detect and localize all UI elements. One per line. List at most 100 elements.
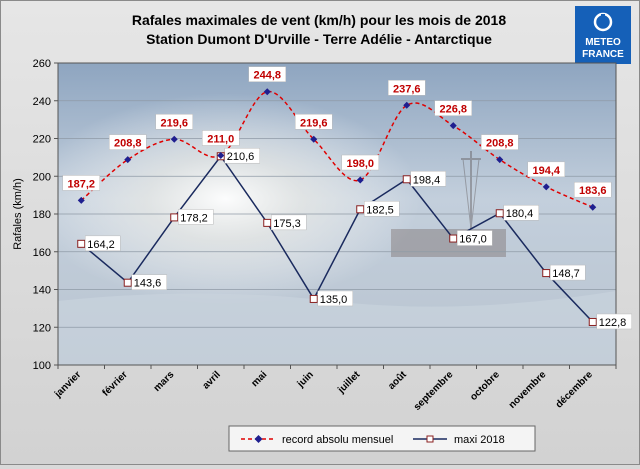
y-tick-label: 100: [33, 360, 51, 372]
record-point: [77, 196, 85, 204]
record-data-label: 226,8: [439, 104, 467, 116]
y-tick-label: 240: [33, 96, 51, 108]
record-point: [124, 156, 132, 164]
maxi-point: [77, 239, 86, 248]
record-point: [589, 203, 597, 211]
x-tick-label: février: [100, 369, 129, 398]
maxi-point: [449, 234, 458, 243]
record-data-label: 194,4: [532, 165, 560, 177]
maxi-label-bg: [503, 204, 539, 221]
record-label-bg: [574, 181, 612, 198]
maxi-data-label: 210,6: [227, 151, 255, 163]
record-point: [356, 176, 364, 184]
record-label-bg: [341, 154, 379, 171]
x-tick-label: avril: [201, 369, 223, 391]
record-data-label: 219,6: [160, 117, 188, 129]
maxi-data-label: 143,6: [134, 278, 162, 290]
record-point: [496, 156, 504, 164]
maxi-data-label: 167,0: [459, 234, 487, 246]
record-label-bg: [434, 100, 472, 116]
x-tick-label: novembre: [507, 369, 549, 411]
maxi-label-bg: [131, 274, 167, 290]
maxi-label-bg: [410, 171, 446, 187]
record-data-label: 244,8: [253, 70, 281, 82]
record-data-label: 208,8: [114, 138, 142, 150]
legend-record-label: record absolu mensuel: [282, 434, 393, 446]
maxi-label-bg: [85, 235, 121, 252]
y-axis-label: Rafales (km/h): [12, 178, 24, 250]
maxi-label-bg: [178, 209, 214, 225]
station-mast-brace-right: [470, 158, 480, 230]
x-tick-label: décembre: [554, 369, 595, 410]
x-tick-label: août: [386, 369, 409, 392]
record-label-bg: [248, 66, 286, 82]
record-label-bg: [202, 130, 240, 146]
series-maxi-line: [80, 154, 594, 323]
chart-subtitle: Station Dumont D'Urville - Terre Adélie …: [146, 31, 492, 47]
maxi-data-label: 122,8: [599, 317, 627, 329]
record-data-label: 219,6: [300, 117, 328, 129]
x-tick-label: juillet: [335, 369, 362, 396]
maxi-label-bg: [317, 290, 353, 307]
y-tick-label: 200: [33, 171, 51, 183]
record-label-bg: [527, 161, 565, 178]
maxi-point: [542, 269, 551, 278]
record-data-label: 183,6: [579, 185, 607, 197]
legend-record-marker: [254, 435, 263, 443]
record-point: [263, 88, 271, 96]
record-label-bg: [62, 175, 100, 191]
record-point: [542, 183, 550, 191]
legend-maxi-label: maxi 2018: [454, 434, 505, 446]
maxi-point: [170, 213, 179, 222]
record-point: [449, 122, 457, 130]
maxi-point: [263, 218, 272, 227]
maxi-label-bg: [364, 201, 400, 217]
station-mast-brace-left: [462, 158, 472, 230]
record-label-bg: [109, 134, 147, 150]
maxi-point: [495, 209, 504, 218]
x-tick-label: janvier: [52, 369, 83, 400]
maxi-point: [123, 278, 132, 287]
legend-maxi-marker: [426, 435, 434, 443]
logo-emblem-gap: [601, 14, 605, 22]
record-label-bg: [295, 114, 333, 130]
y-axis-ticks: 100 120 140 160 180 200 220 240 260: [33, 58, 58, 372]
record-point: [217, 151, 225, 159]
maxi-data-label: 182,5: [366, 204, 394, 216]
maxi-point: [588, 317, 597, 326]
maxi-label-bg: [224, 147, 260, 164]
record-point: [310, 135, 318, 143]
chart-title: Rafales maximales de vent (km/h) pour le…: [132, 12, 506, 28]
plot-snow-ground: [58, 291, 616, 365]
logo-text-line2: FRANCE: [582, 49, 624, 60]
maxi-data-label: 198,4: [413, 174, 441, 186]
record-data-label: 208,8: [486, 138, 514, 150]
maxi-point: [402, 175, 411, 184]
maxi-data-label: 178,2: [180, 212, 208, 224]
x-tick-label: octobre: [468, 369, 502, 403]
y-tick-label: 180: [33, 209, 51, 221]
maxi-data-label: 175,3: [273, 218, 301, 230]
legend-box: [228, 425, 536, 452]
record-data-label: 211,0: [207, 133, 234, 145]
maxi-data-label: 180,4: [506, 208, 534, 220]
y-tick-label: 140: [33, 285, 51, 297]
record-data-label: 198,0: [346, 158, 374, 170]
y-tick-label: 160: [33, 247, 51, 259]
record-point: [170, 135, 178, 143]
y-tick-label: 120: [33, 322, 51, 334]
maxi-label-bg: [457, 230, 493, 246]
record-data-label: 237,6: [393, 83, 421, 95]
y-tick-label: 220: [33, 134, 51, 146]
maxi-label-bg: [596, 313, 632, 330]
record-label-bg: [481, 134, 519, 150]
x-tick-label: juin: [295, 369, 316, 390]
record-label-bg: [388, 80, 426, 96]
series: 164,2 143,6 178,2 210,6 175,3 135,0 182,5 198,4…: [62, 66, 632, 330]
x-tick-label: mai: [249, 369, 269, 389]
maxi-data-label: 135,0: [320, 294, 348, 306]
maxi-label-bg: [550, 264, 586, 281]
maxi-data-label: 148,7: [552, 268, 580, 280]
